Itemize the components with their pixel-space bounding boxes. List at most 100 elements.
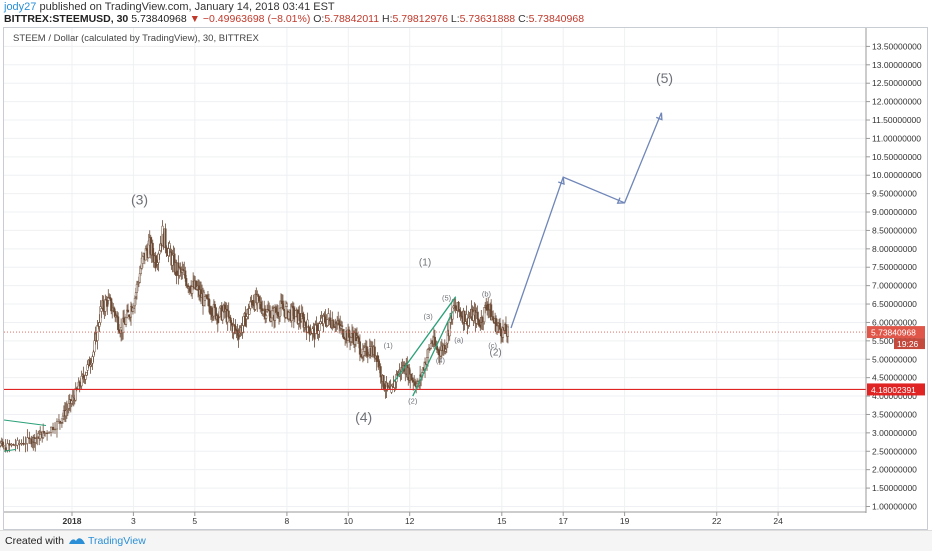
- candle-body: [184, 270, 187, 279]
- candle-body: [134, 292, 137, 297]
- candle-body: [498, 323, 502, 330]
- candle-body: [496, 325, 499, 333]
- candle-body: [237, 335, 240, 340]
- candle-body: [151, 242, 154, 256]
- candle-body: [478, 319, 481, 326]
- x-tick-label: 22: [712, 516, 722, 526]
- tradingview-link[interactable]: TradingView: [88, 535, 146, 547]
- candle-body: [48, 432, 51, 434]
- y-tick-label: 2.50000000: [872, 446, 917, 456]
- author-link[interactable]: jody27: [4, 1, 37, 13]
- tradingview-logo-icon: [69, 538, 85, 544]
- candle-body: [157, 253, 160, 263]
- candle-body: [92, 351, 95, 357]
- candle-body: [278, 307, 282, 317]
- y-tick-label: 5.00000000: [872, 354, 917, 364]
- candle-body: [304, 321, 307, 327]
- candle-body: [96, 325, 99, 341]
- candle-body: [290, 306, 293, 322]
- candle-body: [0, 442, 2, 447]
- wave-label: (c): [488, 341, 497, 350]
- candle-body: [61, 415, 64, 420]
- candle-body: [57, 419, 61, 422]
- support-price-tag-bg: [867, 383, 925, 396]
- x-tick-label: 24: [773, 516, 783, 526]
- candle-body: [16, 440, 19, 446]
- candle-body: [50, 426, 53, 433]
- last-price: 5.73840968: [131, 13, 187, 25]
- candle-body: [24, 443, 27, 445]
- candle-body: [376, 355, 379, 360]
- candle-body: [265, 315, 268, 319]
- x-tick-label: 3: [131, 516, 136, 526]
- candle-body: [131, 307, 135, 312]
- wave-label: (5): [656, 70, 673, 86]
- candle-body: [245, 316, 248, 320]
- countdown-bg: [894, 338, 925, 350]
- x-tick-label: 12: [405, 516, 415, 526]
- y-tick-label: 3.00000000: [872, 428, 917, 438]
- candle-body: [483, 307, 486, 323]
- candle-body: [85, 372, 88, 376]
- current-price-tag: 5.73840968: [871, 328, 916, 338]
- close-label: C:: [518, 13, 529, 25]
- trend-line-left-low: [3, 448, 17, 452]
- candle-body: [64, 410, 67, 417]
- candle-body: [311, 328, 314, 334]
- candle-body: [44, 432, 47, 435]
- candle-body: [110, 298, 113, 312]
- candle-body: [168, 243, 171, 249]
- candle-body: [86, 364, 89, 371]
- candle-body: [467, 317, 470, 326]
- candle-body: [82, 374, 85, 378]
- candle-body: [141, 256, 144, 264]
- countdown-label: 19:26: [897, 339, 919, 349]
- symbol-name: BITTREX:STEEMUSD, 30: [4, 13, 129, 25]
- high-value: 5.79812976: [392, 13, 448, 25]
- candle-body: [359, 354, 362, 357]
- candle-body: [39, 434, 42, 439]
- candle-body: [241, 325, 244, 333]
- x-tick-label: 17: [558, 516, 568, 526]
- candle-body: [357, 337, 360, 342]
- drawings: (2)(3)(4)(5)(1)(2)(1)(2)(3)(4)(5)(a)(b)(…: [3, 70, 866, 452]
- candle-body: [298, 313, 301, 321]
- candle-body: [258, 296, 261, 302]
- low-value: 5.73631888: [459, 13, 516, 25]
- candle-body: [218, 307, 221, 318]
- candle-body: [138, 273, 141, 283]
- candle-body: [18, 443, 21, 445]
- high-label: H:: [381, 13, 393, 25]
- price-chart[interactable]: STEEM / Dollar (calculated by TradingVie…: [0, 0, 932, 530]
- candle-body: [338, 320, 341, 325]
- open-value: 5.78842011: [324, 13, 380, 25]
- candle-body: [301, 313, 304, 318]
- wave-arrow-head: [558, 176, 565, 185]
- candle-body: [164, 228, 167, 249]
- y-tick-label: 7.50000000: [872, 262, 917, 272]
- candle-body: [348, 329, 351, 338]
- candle-body: [244, 313, 247, 327]
- candle-body: [334, 326, 337, 328]
- candle-body: [8, 443, 11, 446]
- y-tick-label: 8.00000000: [872, 244, 917, 254]
- y-tick-label: 12.00000000: [872, 97, 922, 107]
- wave-label: (4): [355, 409, 372, 425]
- candle-body: [326, 319, 329, 326]
- candle-body: [284, 306, 287, 318]
- candle-body: [34, 438, 37, 443]
- candle-body: [53, 428, 57, 431]
- y-tick-label: 8.50000000: [872, 225, 917, 235]
- candle-body: [229, 317, 232, 324]
- candle-body: [74, 388, 77, 401]
- candles: [0, 220, 509, 453]
- candle-body: [299, 320, 302, 323]
- y-tick-label: 1.50000000: [872, 483, 917, 493]
- candle-body: [363, 347, 366, 352]
- y-tick-label: 12.50000000: [872, 78, 922, 88]
- candle-body: [70, 400, 73, 404]
- candle-body: [319, 321, 322, 324]
- y-tick-label: 9.50000000: [872, 189, 917, 199]
- candle-body: [457, 302, 460, 311]
- candle-body: [234, 326, 237, 331]
